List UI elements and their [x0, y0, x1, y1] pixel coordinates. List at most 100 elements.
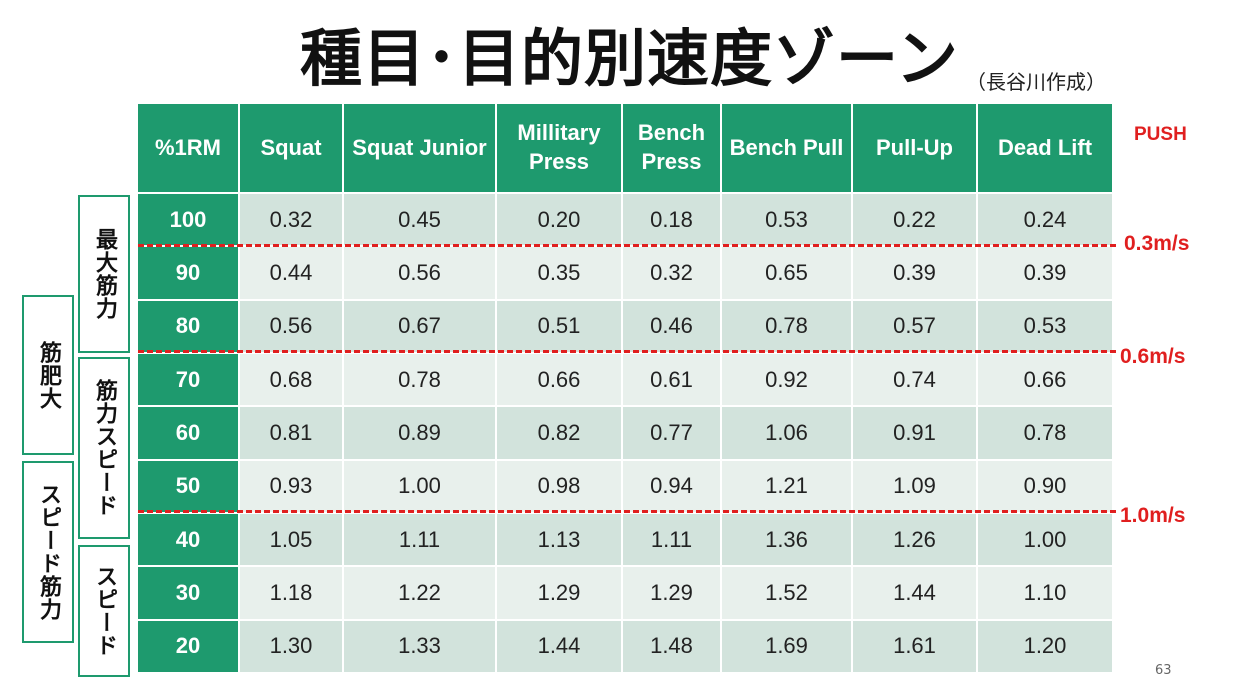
- value-cell: 0.35: [495, 245, 623, 301]
- value-cell: 0.77: [621, 405, 722, 461]
- value-cell: 0.20: [495, 191, 623, 248]
- value-cell: 1.06: [720, 405, 853, 461]
- rm-cell: 90: [136, 245, 240, 301]
- slide-title: 種目･目的別速度ゾーン: [300, 22, 959, 95]
- rm-cell: 50: [136, 458, 240, 514]
- value-cell: 0.53: [720, 191, 853, 248]
- zone-outer-label: スピード筋力: [36, 483, 61, 621]
- value-cell: 0.90: [976, 458, 1114, 514]
- velocity-table: %1RM Squat Squat Junior Millitary Press …: [136, 102, 1114, 675]
- zone-inner-label: 最大筋力: [92, 228, 117, 320]
- value-cell: 1.48: [621, 618, 722, 675]
- table-row: 50 0.93 1.00 0.98 0.94 1.21 1.09 0.90: [136, 458, 1114, 514]
- rm-cell: 100: [136, 191, 240, 248]
- header-cell: Squat Junior: [342, 102, 497, 194]
- value-cell: 0.94: [621, 458, 722, 514]
- value-cell: 0.56: [342, 245, 497, 301]
- page-number: 63: [1155, 663, 1172, 678]
- table-row: 90 0.44 0.56 0.35 0.32 0.65 0.39 0.39: [136, 245, 1114, 301]
- table-row: 80 0.56 0.67 0.51 0.46 0.78 0.57 0.53: [136, 298, 1114, 354]
- zone-inner-label: 筋力スピード: [92, 379, 117, 517]
- value-cell: 0.39: [976, 245, 1114, 301]
- value-cell: 0.46: [621, 298, 722, 354]
- value-cell: 0.89: [342, 405, 497, 461]
- value-cell: 1.29: [495, 565, 623, 621]
- rm-cell: 40: [136, 511, 240, 568]
- threshold-line-1.0: [138, 510, 1116, 513]
- threshold-label: 0.6m/s: [1120, 345, 1186, 368]
- value-cell: 1.18: [238, 565, 344, 621]
- value-cell: 0.65: [720, 245, 853, 301]
- value-cell: 1.29: [621, 565, 722, 621]
- zone-inner-label: スピード: [92, 565, 117, 657]
- value-cell: 0.78: [720, 298, 853, 354]
- threshold-line-0.6: [138, 350, 1116, 353]
- value-cell: 0.32: [621, 245, 722, 301]
- value-cell: 0.67: [342, 298, 497, 354]
- value-cell: 1.22: [342, 565, 497, 621]
- zone-outer-speed-strength: スピード筋力: [22, 461, 74, 643]
- value-cell: 0.93: [238, 458, 344, 514]
- zone-inner-speed: スピード: [78, 545, 130, 677]
- value-cell: 1.00: [976, 511, 1114, 568]
- rm-cell: 30: [136, 565, 240, 621]
- zone-outer-label: 筋肥大: [36, 340, 61, 410]
- zone-inner-max-strength: 最大筋力: [78, 195, 130, 353]
- header-cell: %1RM: [136, 102, 240, 194]
- header-cell: Bench Pull: [720, 102, 853, 194]
- value-cell: 0.78: [342, 351, 497, 408]
- header-cell: Squat: [238, 102, 344, 194]
- value-cell: 0.91: [851, 405, 978, 461]
- header-cell: Dead Lift: [976, 102, 1114, 194]
- value-cell: 0.61: [621, 351, 722, 408]
- header-cell: Pull-Up: [851, 102, 978, 194]
- rm-cell: 60: [136, 405, 240, 461]
- rm-cell: 20: [136, 618, 240, 675]
- value-cell: 0.22: [851, 191, 978, 248]
- value-cell: 1.52: [720, 565, 853, 621]
- value-cell: 0.39: [851, 245, 978, 301]
- value-cell: 0.53: [976, 298, 1114, 354]
- value-cell: 1.26: [851, 511, 978, 568]
- rm-cell: 80: [136, 298, 240, 354]
- table-row: 40 1.05 1.11 1.13 1.11 1.36 1.26 1.00: [136, 511, 1114, 568]
- value-cell: 0.44: [238, 245, 344, 301]
- value-cell: 0.82: [495, 405, 623, 461]
- value-cell: 1.44: [851, 565, 978, 621]
- rm-cell: 70: [136, 351, 240, 408]
- value-cell: 0.68: [238, 351, 344, 408]
- value-cell: 0.32: [238, 191, 344, 248]
- table-row: 100 0.32 0.45 0.20 0.18 0.53 0.22 0.24: [136, 191, 1114, 248]
- table-row: 60 0.81 0.89 0.82 0.77 1.06 0.91 0.78: [136, 405, 1114, 461]
- value-cell: 0.51: [495, 298, 623, 354]
- threshold-label: 0.3m/s: [1124, 232, 1190, 255]
- threshold-label: 1.0m/s: [1120, 504, 1186, 527]
- value-cell: 1.11: [621, 511, 722, 568]
- value-cell: 0.81: [238, 405, 344, 461]
- push-label: PUSH: [1134, 124, 1187, 145]
- value-cell: 0.98: [495, 458, 623, 514]
- header-row: %1RM Squat Squat Junior Millitary Press …: [136, 102, 1114, 194]
- value-cell: 1.10: [976, 565, 1114, 621]
- zone-outer-hypertrophy: 筋肥大: [22, 295, 74, 455]
- value-cell: 0.57: [851, 298, 978, 354]
- value-cell: 0.78: [976, 405, 1114, 461]
- value-cell: 1.09: [851, 458, 978, 514]
- value-cell: 1.05: [238, 511, 344, 568]
- value-cell: 1.61: [851, 618, 978, 675]
- threshold-line-0.3: [138, 244, 1116, 247]
- table-row: 30 1.18 1.22 1.29 1.29 1.52 1.44 1.10: [136, 565, 1114, 621]
- value-cell: 1.30: [238, 618, 344, 675]
- value-cell: 1.20: [976, 618, 1114, 675]
- value-cell: 1.36: [720, 511, 853, 568]
- value-cell: 0.66: [495, 351, 623, 408]
- value-cell: 0.56: [238, 298, 344, 354]
- value-cell: 0.18: [621, 191, 722, 248]
- value-cell: 0.66: [976, 351, 1114, 408]
- value-cell: 0.24: [976, 191, 1114, 248]
- value-cell: 1.33: [342, 618, 497, 675]
- header-cell: Bench Press: [621, 102, 722, 194]
- value-cell: 1.11: [342, 511, 497, 568]
- author-note: （長谷川作成）: [966, 70, 1106, 94]
- value-cell: 0.45: [342, 191, 497, 248]
